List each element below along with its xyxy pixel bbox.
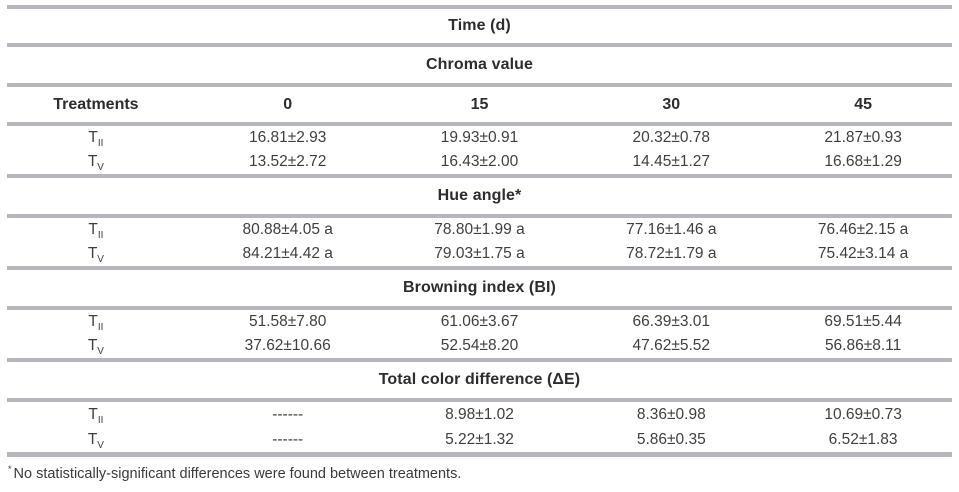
value-cell: 14.45±1.27 xyxy=(632,153,711,170)
value-cell: 77.16±1.46 a xyxy=(626,221,717,238)
value-cell: 76.46±2.15 a xyxy=(817,221,909,238)
table-rule xyxy=(7,214,952,218)
value-cell: 37.62±10.66 xyxy=(244,337,331,354)
section-header-hue-angle: Hue angle* xyxy=(0,178,959,214)
treatment-label: TII xyxy=(0,126,192,150)
treatment-base: T xyxy=(87,153,98,170)
table-row-tcd-tv: TV ------ 5.22±1.32 5.86±0.35 6.52±1.83 xyxy=(0,427,959,452)
table-row-chroma-tii: TII 16.81±2.93 19.93±0.91 20.32±0.78 21.… xyxy=(0,126,959,150)
value-cell: 78.80±1.99 a xyxy=(434,221,525,238)
column-header-day-45: 45 xyxy=(854,96,872,113)
value-cell: 16.43±2.00 xyxy=(440,153,519,170)
section-header-total-color-difference: Total color difference (ΔE) xyxy=(0,362,959,398)
table-row-hue-tv: TV 84.21±4.42 a 79.03±1.75 a 78.72±1.79 … xyxy=(0,242,959,266)
treatment-base: T xyxy=(88,129,98,146)
footnote-text: No statistically-significant differences… xyxy=(13,466,462,482)
treatment-label: TV xyxy=(0,150,192,174)
column-header-treatments: Treatments xyxy=(53,96,139,113)
value-cell: 80.88±4.05 a xyxy=(242,221,333,238)
table-rule xyxy=(7,43,952,47)
value-cell: 52.54±8.20 xyxy=(440,337,519,354)
value-cell: 8.36±0.98 xyxy=(636,406,706,423)
table-rule-top xyxy=(7,5,952,9)
treatment-label: TII xyxy=(0,310,192,334)
value-cell: 10.69±0.73 xyxy=(824,406,902,423)
value-cell: 20.32±0.78 xyxy=(632,129,711,146)
treatment-label: TII xyxy=(0,402,192,427)
table-rule xyxy=(7,122,952,126)
treatment-base: T xyxy=(88,406,98,423)
column-header-row: Treatments 0 15 30 45 xyxy=(0,87,959,122)
treatment-subscript: II xyxy=(97,138,104,149)
table-rule-bottom xyxy=(7,452,952,457)
section-header-label: Chroma value xyxy=(425,56,533,73)
section-header-label: Hue angle* xyxy=(437,187,522,204)
value-cell: 5.22±1.32 xyxy=(445,431,514,448)
footnote-marker: * xyxy=(8,464,12,474)
treatment-subscript: V xyxy=(97,162,104,173)
treatment-subscript: V xyxy=(97,440,104,451)
table-row-chroma-tv: TV 13.52±2.72 16.43±2.00 14.45±1.27 16.6… xyxy=(0,150,959,174)
treatment-subscript: II xyxy=(97,322,104,333)
value-cell: 5.86±0.35 xyxy=(636,431,706,448)
section-header-label: Total color difference (ΔE) xyxy=(378,371,581,388)
value-cell: 61.06±3.67 xyxy=(440,313,519,330)
treatment-subscript: II xyxy=(97,415,104,426)
column-header-day-15: 15 xyxy=(470,96,489,113)
table-rule xyxy=(7,358,952,362)
treatment-subscript: II xyxy=(97,230,104,241)
table-row-browning-tii: TII 51.58±7.80 61.06±3.67 66.39±3.01 69.… xyxy=(0,310,959,334)
treatment-label: TV xyxy=(0,242,192,266)
section-header-chroma-value: Chroma value xyxy=(0,47,959,83)
value-cell: 56.86±8.11 xyxy=(824,337,902,354)
column-header-day-30: 30 xyxy=(662,96,681,113)
value-cell: 79.03±1.75 a xyxy=(434,245,525,262)
value-cell: 78.72±1.79 a xyxy=(626,245,717,262)
section-header-label: Browning index (BI) xyxy=(402,279,556,296)
value-cell: 47.62±5.52 xyxy=(632,337,711,354)
treatment-base: T xyxy=(87,337,98,354)
table-rule xyxy=(7,83,952,87)
table-row-tcd-tii: TII ------ 8.98±1.02 8.36±0.98 10.69±0.7… xyxy=(0,402,959,427)
treatment-label: TV xyxy=(0,427,192,452)
value-cell: 51.58±7.80 xyxy=(248,313,327,330)
table-title-row: Time (d) xyxy=(0,9,959,43)
value-cell: 21.87±0.93 xyxy=(824,129,902,146)
table-row-hue-tii: TII 80.88±4.05 a 78.80±1.99 a 77.16±1.46… xyxy=(0,218,959,242)
footnote: * No statistically-significant difference… xyxy=(8,464,959,482)
treatment-base: T xyxy=(87,431,98,448)
treatment-label: TV xyxy=(0,334,192,358)
treatment-subscript: V xyxy=(97,346,104,357)
value-cell: 19.93±0.91 xyxy=(440,129,519,146)
value-cell: 69.51±5.44 xyxy=(824,313,902,330)
value-cell: 13.52±2.72 xyxy=(248,153,327,170)
value-cell: 16.81±2.93 xyxy=(248,129,327,146)
column-header-day-0: 0 xyxy=(283,96,293,113)
table-rule xyxy=(7,398,952,402)
treatment-subscript: V xyxy=(97,254,104,265)
table-title: Time (d) xyxy=(448,17,511,34)
value-cell: ------ xyxy=(272,406,304,423)
treatment-label: TII xyxy=(0,218,192,242)
value-cell: 66.39±3.01 xyxy=(632,313,711,330)
table-rule xyxy=(7,174,952,178)
value-cell: 6.52±1.83 xyxy=(828,431,898,448)
value-cell: 75.42±3.14 a xyxy=(817,245,909,262)
section-header-browning-index: Browning index (BI) xyxy=(0,270,959,306)
treatment-base: T xyxy=(88,221,98,238)
value-cell: ------ xyxy=(272,431,304,448)
table-rule xyxy=(7,306,952,310)
value-cell: 84.21±4.42 a xyxy=(242,245,333,262)
table-rule xyxy=(7,266,952,270)
value-cell: 16.68±1.29 xyxy=(824,153,902,170)
treatment-base: T xyxy=(87,245,98,262)
table-row-browning-tv: TV 37.62±10.66 52.54±8.20 47.62±5.52 56.… xyxy=(0,334,959,358)
treatment-base: T xyxy=(88,313,98,330)
value-cell: 8.98±1.02 xyxy=(445,406,514,423)
